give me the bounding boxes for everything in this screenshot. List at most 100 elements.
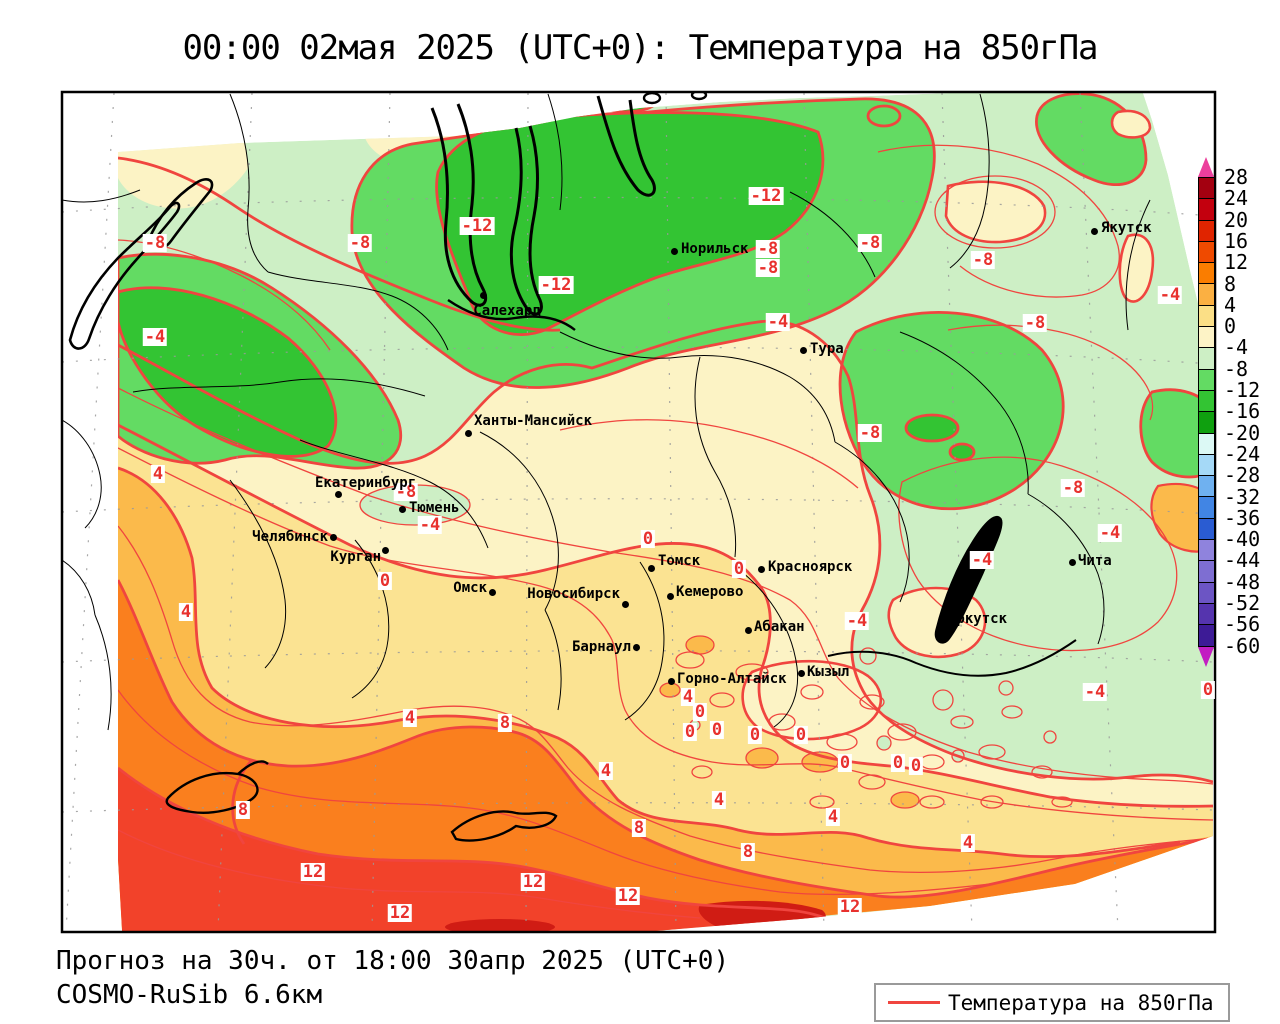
city-label: Тюмень	[409, 500, 460, 516]
temperature-colorbar	[1198, 157, 1215, 667]
city-label: Иркутск	[948, 611, 1008, 627]
city-label: Челябинск	[252, 529, 328, 545]
city-marker	[632, 643, 640, 651]
contour-label: -4	[969, 550, 995, 570]
contour-label: 0	[731, 559, 747, 579]
admin-borders	[62, 93, 1151, 731]
city-marker	[621, 600, 629, 608]
city-marker	[670, 247, 678, 255]
colorbar-tick: -4	[1224, 335, 1249, 360]
contour-label: -12	[538, 275, 574, 295]
city-marker	[757, 565, 765, 573]
colorbar-tick: -40	[1224, 527, 1261, 552]
contour-label: 4	[150, 464, 166, 484]
contour-label: 12	[520, 872, 546, 892]
colorbar-tick: 8	[1224, 271, 1237, 296]
colorbar-tick: -12	[1224, 378, 1261, 402]
city-label: Тура	[810, 341, 844, 357]
contour-label: -8	[755, 239, 781, 259]
city-label: Ханты-Мансийск	[474, 413, 593, 429]
colorbar-band	[1198, 602, 1215, 626]
contour-label: -4	[1097, 523, 1123, 543]
city-marker	[666, 592, 674, 600]
legend-label: Температура на 850гПа	[948, 990, 1214, 1015]
contour-label: 0	[890, 753, 906, 773]
contour-label: -12	[748, 186, 784, 206]
contour-label: -4	[417, 515, 443, 535]
colorbar-band	[1198, 177, 1215, 200]
temperature-contours	[118, 144, 1213, 931]
city-marker	[1068, 558, 1076, 566]
colorbar-band	[1198, 240, 1215, 264]
colorbar-tick: 4	[1224, 292, 1237, 317]
colorbar-band	[1198, 304, 1215, 328]
city-label: Норильск	[681, 241, 749, 257]
colorbar-above-max-triangle	[1198, 157, 1214, 177]
lake-baikal	[934, 516, 1003, 644]
contour-label: -8	[857, 233, 883, 253]
colorbar-band	[1198, 624, 1215, 647]
legend-line-swatch	[888, 1001, 940, 1004]
contour-label: -8	[142, 233, 168, 253]
contour-label: -4	[142, 327, 168, 347]
contour-label: 12	[615, 886, 641, 906]
colorbar-tick: -56	[1224, 612, 1261, 637]
colorbar-tick: 0	[1224, 314, 1237, 339]
legend: Температура на 850гПа	[874, 983, 1230, 1022]
city-label: Новосибирск	[527, 586, 620, 602]
city-marker	[1090, 227, 1098, 235]
contour-label: 0	[793, 725, 809, 745]
city-label: Кызыл	[807, 664, 850, 680]
contour-label: 0	[1200, 680, 1216, 700]
colorbar-band	[1198, 496, 1215, 519]
colorbar-band	[1198, 326, 1215, 349]
contour-label: 0	[692, 702, 708, 722]
city-marker	[488, 588, 496, 596]
city-marker	[938, 615, 946, 623]
city-marker	[799, 346, 807, 354]
city-marker	[329, 533, 337, 541]
forecast-info: Прогноз на 30ч. от 18:00 30апр 2025 (UTC…	[56, 946, 730, 976]
contour-label: -4	[765, 312, 791, 332]
contour-label: 4	[825, 807, 841, 827]
model-info: COSMO-RuSib 6.6км	[56, 980, 323, 1010]
colorbar-tick: 28	[1224, 165, 1249, 189]
contour-label: -4	[844, 611, 870, 631]
city-label: Якутск	[1101, 220, 1152, 236]
city-label: Красноярск	[768, 559, 853, 575]
contour-label: 12	[300, 862, 326, 882]
colorbar-tick: -28	[1224, 463, 1261, 488]
colorbar-tick: -36	[1224, 505, 1261, 530]
colorbar-band	[1198, 198, 1215, 221]
contour-label: 4	[680, 687, 696, 707]
contour-label: 0	[908, 756, 924, 776]
contour-label: 8	[497, 713, 513, 733]
city-marker	[479, 291, 487, 299]
contour-label: 0	[377, 571, 393, 591]
contour-label: -4	[1157, 285, 1183, 305]
contour-label: 0	[640, 529, 656, 549]
colorbar-tick: -52	[1224, 591, 1261, 615]
city-label: Омск	[453, 580, 487, 596]
city-marker	[381, 546, 389, 554]
contour-label: 8	[740, 842, 756, 862]
colorbar-tick: -48	[1224, 569, 1261, 594]
contour-label: 0	[747, 725, 763, 745]
contour-label: 4	[711, 790, 727, 810]
colorbar-band	[1198, 368, 1215, 391]
colorbar-band	[1198, 560, 1215, 583]
colorbar-band	[1198, 581, 1215, 604]
city-label: Салехард	[473, 303, 541, 319]
contour-label: 4	[960, 833, 976, 853]
city-marker	[398, 505, 406, 513]
colorbar-band	[1198, 411, 1215, 434]
colorbar-band	[1198, 517, 1215, 541]
colorbar-tick: -44	[1224, 548, 1261, 573]
city-label: Абакан	[754, 619, 805, 635]
colorbar-band	[1198, 347, 1215, 370]
city-marker	[334, 490, 342, 498]
colorbar-tick: -8	[1224, 356, 1249, 381]
contour-label: -8	[970, 250, 996, 270]
